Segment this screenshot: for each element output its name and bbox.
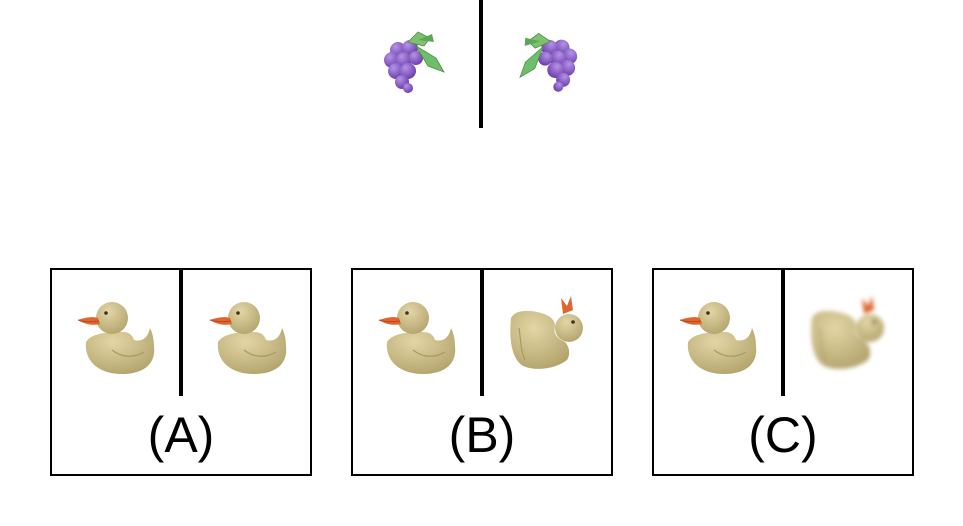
rubber-duck-rotated-icon bbox=[501, 288, 591, 378]
option-c-label: (C) bbox=[748, 407, 818, 463]
option-b-label: (B) bbox=[448, 407, 516, 463]
grape-icon bbox=[378, 28, 448, 98]
rubber-duck-icon bbox=[72, 288, 162, 378]
option-c-left-duck bbox=[674, 288, 764, 378]
option-a-right-duck bbox=[204, 288, 294, 378]
option-c-right-duck bbox=[802, 288, 892, 378]
option-b-right-duck bbox=[501, 288, 591, 378]
rubber-duck-rotated-blurred-icon bbox=[802, 288, 892, 378]
option-a-divider bbox=[179, 270, 183, 396]
example-right-grape bbox=[514, 28, 584, 98]
rubber-duck-icon bbox=[373, 288, 463, 378]
rubber-duck-icon bbox=[204, 288, 294, 378]
example-left-grape bbox=[378, 28, 448, 98]
option-a-left-duck bbox=[72, 288, 162, 378]
option-a-label: (A) bbox=[147, 407, 215, 463]
option-a-panel[interactable]: (A) bbox=[50, 268, 312, 476]
option-b-divider bbox=[480, 270, 484, 396]
option-c-panel[interactable]: (C) bbox=[652, 268, 914, 476]
example-divider bbox=[479, 0, 483, 128]
option-c-divider bbox=[781, 270, 785, 396]
option-b-left-duck bbox=[373, 288, 463, 378]
option-b-panel[interactable]: (B) bbox=[351, 268, 613, 476]
rubber-duck-icon bbox=[674, 288, 764, 378]
grape-rotated-icon bbox=[508, 22, 589, 103]
